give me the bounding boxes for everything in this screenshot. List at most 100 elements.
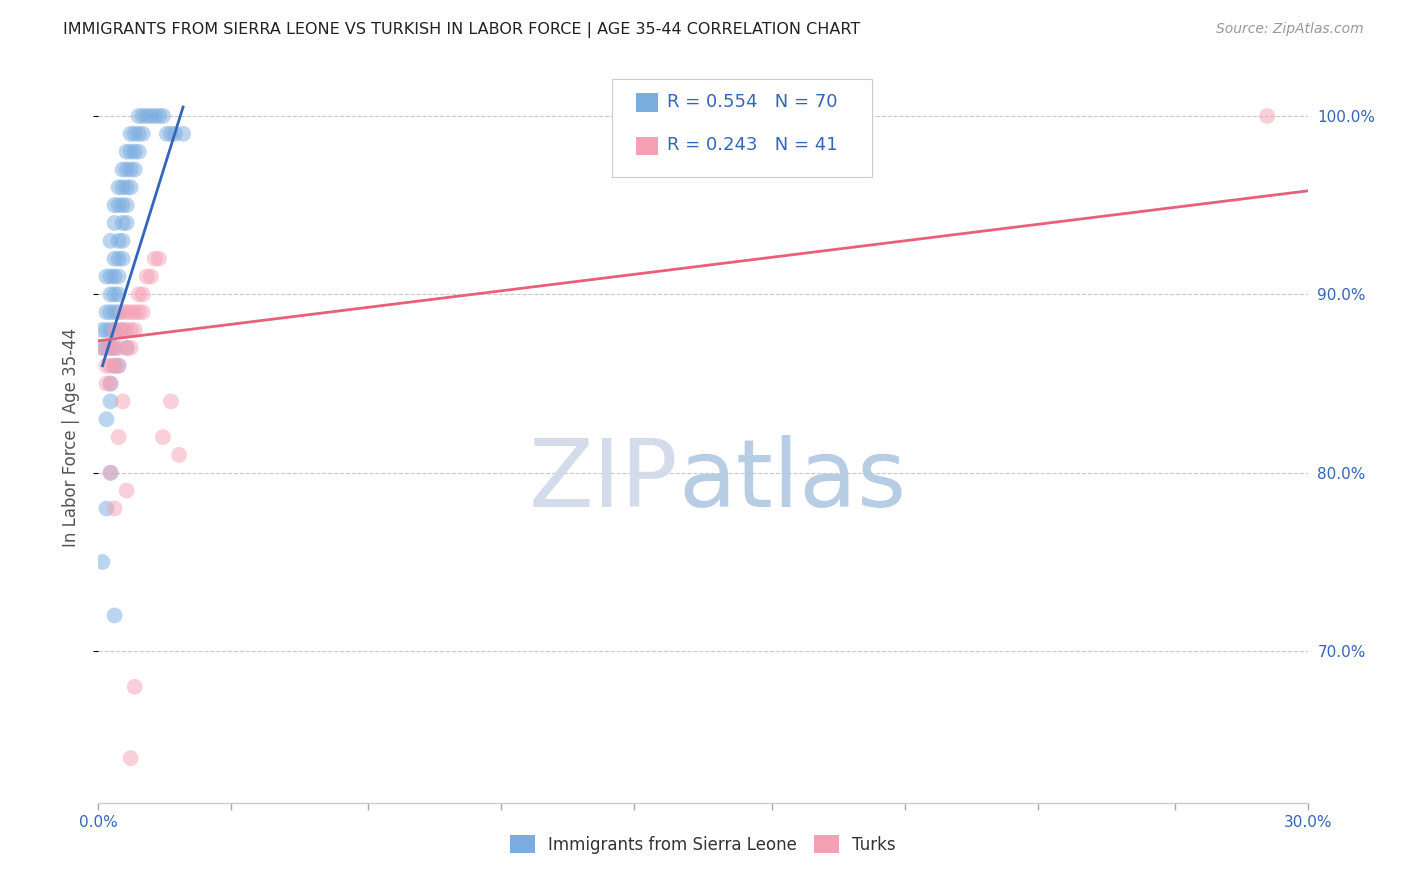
Point	[152, 109, 174, 123]
Point	[115, 341, 138, 355]
Point	[96, 305, 118, 319]
Point	[100, 341, 122, 355]
FancyBboxPatch shape	[613, 78, 872, 178]
Point	[91, 323, 114, 337]
Point	[152, 430, 174, 444]
Text: IMMIGRANTS FROM SIERRA LEONE VS TURKISH IN LABOR FORCE | AGE 35-44 CORRELATION C: IMMIGRANTS FROM SIERRA LEONE VS TURKISH …	[63, 22, 860, 38]
Point	[115, 162, 138, 177]
Point	[111, 234, 134, 248]
Point	[124, 305, 146, 319]
Point	[91, 341, 114, 355]
Point	[100, 323, 122, 337]
Text: Source: ZipAtlas.com: Source: ZipAtlas.com	[1216, 22, 1364, 37]
Point	[100, 376, 122, 391]
Point	[124, 145, 146, 159]
Point	[107, 323, 129, 337]
Point	[128, 127, 150, 141]
Point	[115, 180, 138, 194]
Point	[103, 269, 125, 284]
Point	[107, 341, 129, 355]
Text: atlas: atlas	[679, 435, 907, 527]
Point	[100, 269, 122, 284]
Point	[111, 216, 134, 230]
Point	[167, 448, 190, 462]
Point	[160, 127, 183, 141]
Point	[100, 466, 122, 480]
Point	[111, 198, 134, 212]
Point	[120, 145, 142, 159]
Point	[115, 341, 138, 355]
Point	[120, 305, 142, 319]
Point	[124, 680, 146, 694]
Point	[120, 323, 142, 337]
Point	[128, 145, 150, 159]
Point	[103, 287, 125, 301]
Point	[103, 323, 125, 337]
Point	[132, 109, 155, 123]
Point	[128, 287, 150, 301]
Point	[100, 376, 122, 391]
Point	[103, 216, 125, 230]
Point	[107, 234, 129, 248]
Point	[115, 323, 138, 337]
Y-axis label: In Labor Force | Age 35-44: In Labor Force | Age 35-44	[62, 327, 80, 547]
Point	[103, 341, 125, 355]
Point	[100, 287, 122, 301]
Point	[107, 359, 129, 373]
Point	[135, 269, 157, 284]
Point	[111, 305, 134, 319]
Point	[124, 162, 146, 177]
Point	[111, 252, 134, 266]
Point	[163, 127, 186, 141]
Point	[103, 359, 125, 373]
Point	[111, 323, 134, 337]
Point	[160, 394, 183, 409]
Point	[120, 162, 142, 177]
Point	[100, 305, 122, 319]
Point	[111, 180, 134, 194]
Point	[103, 341, 125, 355]
Point	[96, 359, 118, 373]
Point	[120, 751, 142, 765]
Point	[107, 359, 129, 373]
Point	[103, 198, 125, 212]
Point	[96, 376, 118, 391]
Point	[100, 341, 122, 355]
Point	[103, 359, 125, 373]
Point	[124, 323, 146, 337]
Point	[139, 109, 162, 123]
Point	[107, 252, 129, 266]
Point	[91, 555, 114, 569]
Point	[111, 323, 134, 337]
Point	[135, 109, 157, 123]
Point	[107, 305, 129, 319]
Point	[107, 269, 129, 284]
Point	[120, 127, 142, 141]
Point	[115, 145, 138, 159]
Point	[96, 412, 118, 426]
Point	[96, 323, 118, 337]
Point	[115, 216, 138, 230]
Point	[103, 323, 125, 337]
Point	[100, 359, 122, 373]
Point	[96, 341, 118, 355]
Point	[91, 341, 114, 355]
Point	[115, 483, 138, 498]
Point	[132, 287, 155, 301]
Point	[107, 198, 129, 212]
Point	[100, 234, 122, 248]
Bar	[637, 137, 658, 155]
Point	[103, 252, 125, 266]
Point	[124, 127, 146, 141]
Bar	[637, 94, 658, 112]
Point	[111, 162, 134, 177]
Point	[107, 287, 129, 301]
Text: ZIP: ZIP	[529, 435, 679, 527]
Point	[143, 252, 166, 266]
Point	[148, 109, 170, 123]
Point	[96, 269, 118, 284]
Point	[103, 501, 125, 516]
Point	[1256, 109, 1278, 123]
Point	[148, 252, 170, 266]
Point	[128, 109, 150, 123]
